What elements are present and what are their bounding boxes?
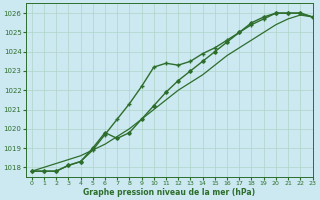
X-axis label: Graphe pression niveau de la mer (hPa): Graphe pression niveau de la mer (hPa) — [83, 188, 255, 197]
